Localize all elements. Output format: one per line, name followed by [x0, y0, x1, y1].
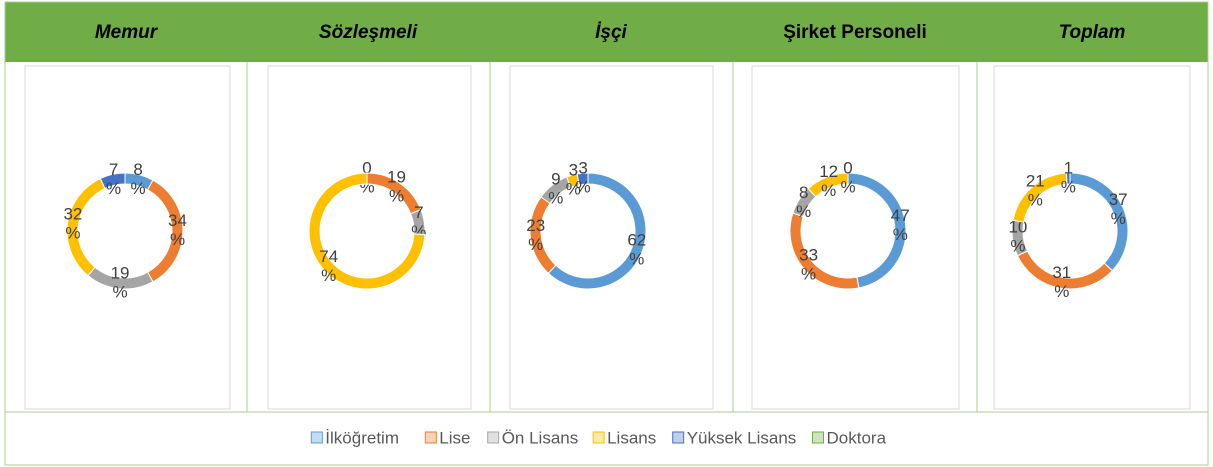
legend-label: Lise — [439, 428, 470, 447]
data-label: 47% — [891, 207, 910, 245]
column-title: İşçi — [595, 22, 627, 43]
donut-slice — [576, 172, 589, 186]
donut-slice — [1065, 172, 1071, 185]
data-label: 32% — [63, 205, 82, 243]
data-label: 3% — [575, 159, 590, 197]
legend-swatch — [672, 431, 685, 444]
data-label: 12% — [819, 163, 838, 201]
donut-slice — [99, 172, 126, 190]
data-label: 8% — [130, 161, 145, 199]
legend-label: Ön Lisans — [502, 428, 579, 447]
donut-slice — [308, 172, 426, 290]
data-label: 9% — [548, 170, 563, 208]
legend-label: Yüksek Lisans — [687, 428, 797, 447]
chart-panel — [751, 65, 960, 410]
data-label: 23% — [526, 216, 545, 254]
legend-swatch — [487, 431, 500, 444]
data-label: 37% — [1109, 191, 1128, 229]
column-title: Sözleşmeli — [319, 22, 418, 43]
data-label: 3% — [566, 161, 581, 199]
data-label: 8% — [796, 183, 811, 221]
column-dividers — [246, 62, 978, 412]
legend-label: İlköğretim — [325, 428, 399, 447]
legend-label: Lisans — [607, 428, 656, 447]
column-title: Şirket Personeli — [783, 22, 927, 43]
legend-swatch — [812, 431, 824, 444]
data-label: 19% — [387, 168, 406, 206]
data-label: 62% — [627, 231, 646, 269]
chart-panel — [993, 65, 1191, 410]
data-label: 19% — [111, 264, 130, 302]
chart-panel — [24, 65, 231, 410]
data-label: 10% — [1008, 218, 1027, 256]
data-label: 74% — [319, 247, 338, 285]
chart-panel — [267, 65, 472, 410]
column-title: Toplam — [1059, 22, 1126, 43]
data-label: 1% — [1061, 159, 1076, 197]
legend-swatch — [592, 431, 605, 444]
legend-swatch — [310, 431, 323, 444]
data-label: 21% — [1026, 172, 1045, 210]
data-label: 31% — [1052, 263, 1071, 301]
legend-label: Doktora — [827, 428, 887, 447]
table-border — [4, 1, 1209, 466]
data-label: 7% — [106, 160, 121, 198]
legend-swatch — [424, 431, 437, 444]
header-row — [5, 2, 1208, 62]
chart-panel — [509, 65, 714, 410]
data-label: 33% — [799, 246, 818, 284]
data-label: 34% — [168, 211, 187, 249]
data-label: 0% — [840, 159, 855, 197]
column-title: Memur — [95, 22, 159, 43]
